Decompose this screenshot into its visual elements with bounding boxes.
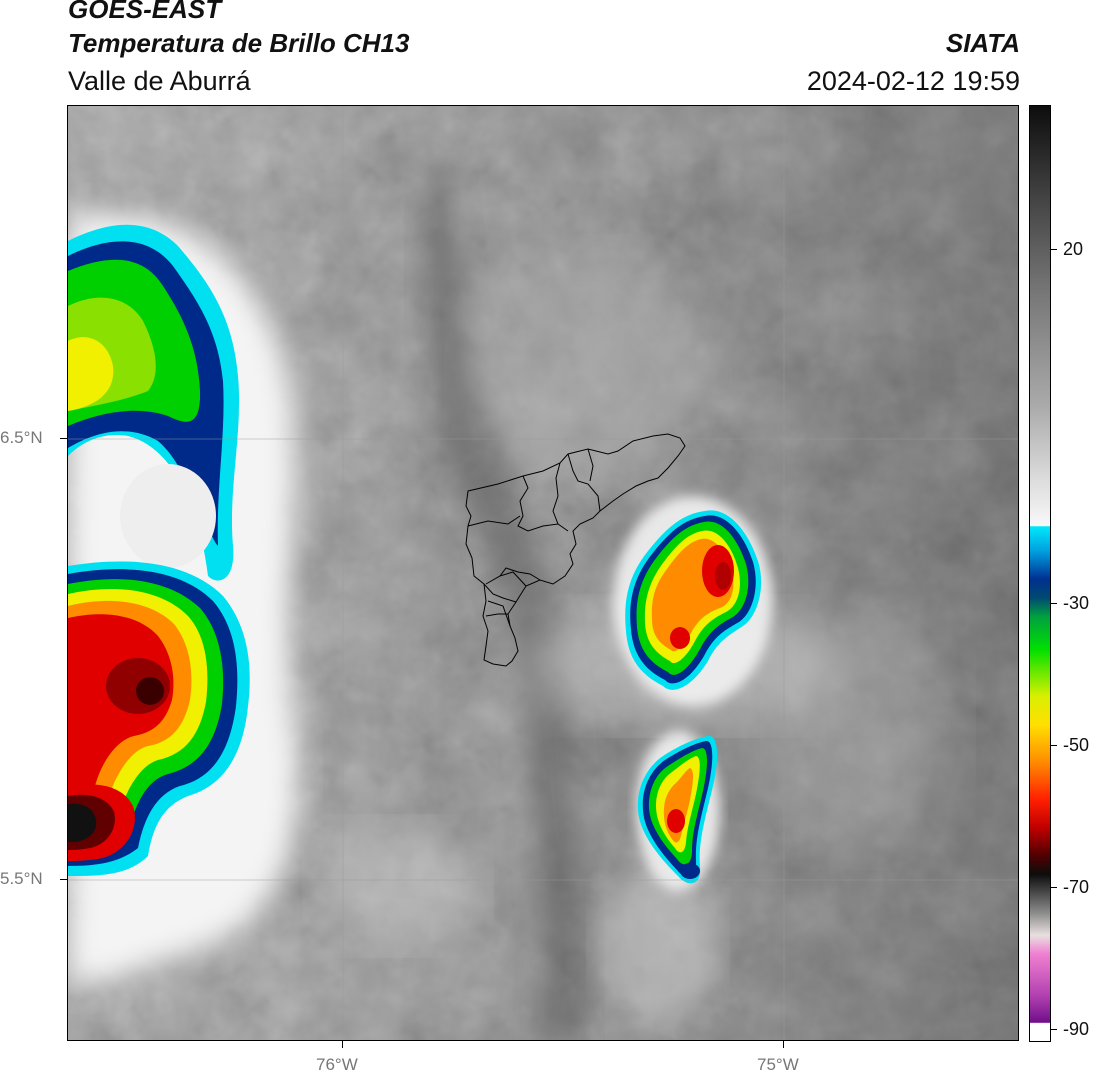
lat-tick-6-5n (60, 438, 67, 440)
east-storm-south (637, 735, 718, 884)
lat-label-5-5n: 5.5°N (0, 869, 43, 888)
brightness-temperature-map (68, 106, 1018, 1040)
lat-label-6-5n: 6.5°N (0, 428, 43, 447)
lon-tick-75w (783, 1041, 785, 1048)
timestamp-label: 2024-02-12 19:59 (806, 66, 1020, 96)
region-subtitle: Valle de Aburrá (68, 66, 251, 96)
colorbar-label-minus70: -70 (1063, 877, 1090, 897)
west-storm-upper (68, 224, 240, 581)
colorbar-label-minus30: -30 (1063, 593, 1090, 613)
brand-label: SIATA (945, 28, 1020, 58)
colorbar-tick-minus90 (1051, 1029, 1057, 1031)
lon-label-75w: 75°W (757, 1055, 799, 1074)
colorbar-label-minus50: -50 (1063, 735, 1090, 755)
temperature-colorbar (1029, 105, 1051, 1042)
lon-tick-76w (342, 1041, 344, 1048)
colorbar-label-minus90: -90 (1063, 1019, 1090, 1039)
colorbar-gradient (1030, 106, 1050, 1041)
east-storm-north (625, 510, 762, 690)
west-storm-lower (68, 561, 250, 876)
product-title: Temperatura de Brillo CH13 (68, 28, 410, 58)
satellite-title: GOES-EAST (68, 0, 222, 24)
colorbar-tick-20 (1051, 249, 1057, 251)
municipal-boundaries (465, 433, 686, 667)
colorbar-label-20: 20 (1063, 239, 1084, 259)
colorbar-tick-minus30 (1051, 603, 1057, 605)
lat-tick-5-5n (60, 879, 67, 881)
colorbar-tick-minus50 (1051, 745, 1057, 747)
lon-label-76w: 76°W (316, 1055, 358, 1074)
map-panel[interactable] (67, 105, 1019, 1041)
colorbar-tick-minus70 (1051, 887, 1057, 889)
